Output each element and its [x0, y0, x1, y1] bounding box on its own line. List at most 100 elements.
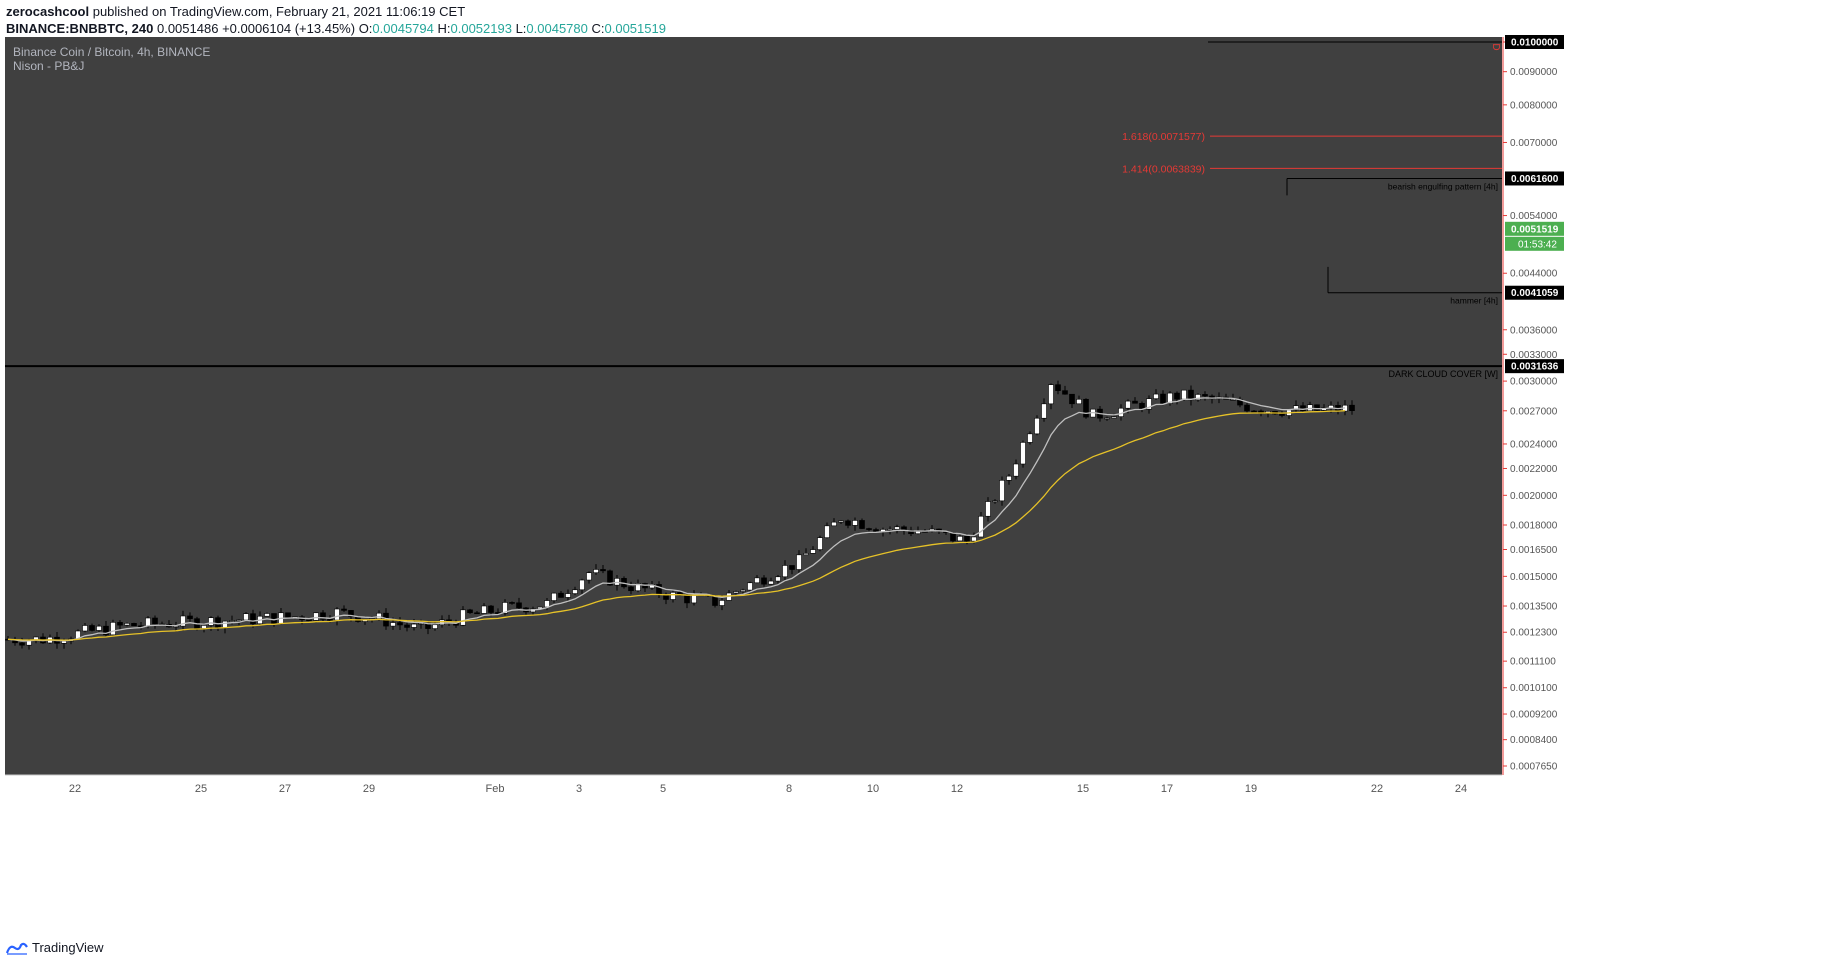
candle-body [390, 622, 396, 627]
candle-body [747, 582, 753, 591]
candle-body [131, 623, 137, 627]
price-marker[interactable]: 0.0051519 [1505, 221, 1564, 236]
price-marker-bg [1505, 221, 1564, 236]
candle-body [817, 537, 823, 550]
candle-body [1020, 442, 1026, 465]
candle-body [1188, 389, 1194, 401]
candle-body [1111, 416, 1117, 419]
close-value: 0.0051519 [604, 21, 666, 36]
candle-body [1244, 404, 1250, 412]
fib-level-label: 1.618(0.0071577) [1122, 131, 1205, 143]
price-marker-bg [1505, 285, 1564, 300]
candle-body [775, 576, 781, 582]
price-marker[interactable]: 0.0041059 [1505, 285, 1564, 300]
price-tick-label: 0.0022000 [1510, 464, 1558, 475]
price-marker-label: 0.0100000 [1511, 38, 1559, 49]
candle-body [908, 529, 914, 535]
candle-body [999, 480, 1005, 502]
price-tick-label: 0.0070000 [1510, 138, 1558, 149]
author-name[interactable]: zerocashcool [6, 4, 90, 19]
candle-body [1195, 394, 1201, 401]
chart-pane[interactable] [5, 37, 1502, 775]
scale-badge[interactable]: D [1490, 43, 1501, 50]
candle-body [110, 622, 116, 636]
pattern-annotation: DARK CLOUD COVER [W] [1388, 369, 1498, 379]
last-price: 0.0051486 [156, 21, 219, 36]
candle-body [607, 570, 613, 586]
candle-body [894, 526, 900, 530]
time-tick-label: 5 [660, 783, 666, 795]
candle-body [915, 531, 921, 535]
candle-body [978, 515, 984, 538]
candle-body [1146, 398, 1152, 410]
price-tick-label: 0.0090000 [1510, 67, 1558, 78]
price-tick-label: 0.0013500 [1510, 602, 1558, 613]
candle-body [1125, 400, 1131, 409]
pattern-annotation: hammer [4h] [1450, 296, 1498, 306]
price-tick-label: 0.0080000 [1510, 100, 1558, 111]
candle-body [866, 528, 872, 530]
symbol-label: BINANCE:BNBBTC, 240 [6, 21, 154, 36]
candle-body [411, 623, 417, 628]
candle-body [1349, 404, 1355, 411]
candle-body [1167, 392, 1173, 404]
candle-body [509, 602, 515, 604]
price-tick-label: 0.0054000 [1510, 211, 1558, 222]
candle-body [432, 624, 438, 629]
candle-body [1314, 404, 1320, 411]
candle-body [348, 610, 354, 617]
candle-body [502, 602, 508, 614]
candle-body [1069, 393, 1075, 405]
price-tick-label: 0.0007650 [1510, 762, 1558, 773]
candle-body [222, 620, 228, 628]
close-label: C: [591, 21, 605, 36]
footer-brand[interactable]: TradingView [6, 940, 104, 955]
candle-body [397, 622, 403, 626]
price-marker[interactable]: 0.0061600 [1505, 171, 1564, 186]
candle-body [173, 625, 179, 628]
candle-body [838, 520, 844, 523]
price-marker-label: 0.0041059 [1511, 288, 1559, 299]
candle-body [1279, 413, 1285, 416]
price-marker[interactable]: 0.0100000 [1505, 35, 1564, 49]
price-tick-label: 0.0016500 [1510, 545, 1558, 556]
open-label: O: [358, 21, 373, 36]
time-tick-label: 12 [951, 783, 963, 795]
candle-body [418, 622, 424, 625]
candle-body [376, 612, 382, 619]
candle-body [236, 619, 242, 622]
time-axis[interactable]: 22 25 27 29 Feb 3 5 8 10 12 15 17 19 22 24 [5, 774, 1502, 801]
time-axis-bg[interactable] [5, 775, 1502, 801]
price-marker-label: 0.0031636 [1511, 362, 1559, 373]
candle-body [1104, 417, 1110, 420]
candle-body [964, 536, 970, 542]
candle-body [82, 625, 88, 632]
price-marker[interactable]: 0.0031636 [1505, 359, 1564, 374]
candle-body [761, 577, 767, 585]
price-axis[interactable]: 0.0100000 0.0090000 0.0080000 0.0070000 0.00… [1502, 35, 1566, 775]
slow-ema-line [7, 410, 1346, 641]
candle-body [271, 613, 277, 624]
candle-body [985, 501, 991, 517]
candle-body [334, 608, 340, 621]
candle-body [586, 572, 592, 581]
price-axis-bg[interactable] [1502, 37, 1566, 775]
candle-body [1202, 394, 1208, 397]
time-tick-label: 24 [1455, 783, 1467, 795]
fib-level-label: 1.414(0.0063839) [1122, 163, 1205, 175]
price-tick-label: 0.0010100 [1510, 683, 1558, 694]
candle-body [1230, 398, 1236, 401]
time-tick-label: 8 [786, 783, 792, 795]
time-tick-label: 27 [279, 783, 291, 795]
price-change: +0.0006104 (+13.45%) [222, 21, 356, 36]
candle-body [824, 525, 830, 538]
candle-body [803, 553, 809, 556]
time-tick-label: 15 [1077, 783, 1089, 795]
tradingview-logo-icon [6, 942, 28, 955]
moving-averages-layer [7, 397, 1346, 642]
candle-body [180, 615, 186, 627]
price-marker-bg [1505, 171, 1564, 186]
candle-body [558, 592, 564, 598]
price-tick-label: 0.0020000 [1510, 491, 1558, 502]
